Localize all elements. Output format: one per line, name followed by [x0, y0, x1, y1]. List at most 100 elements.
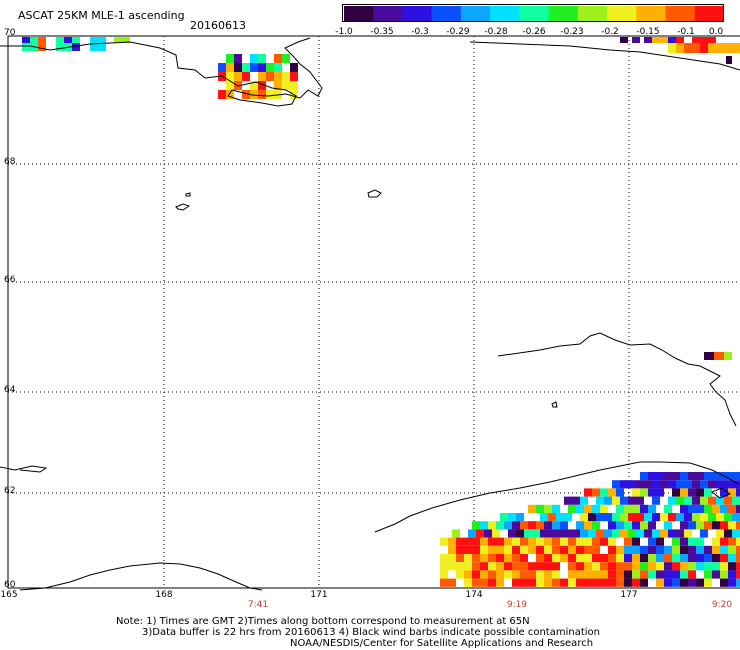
- data-cell: [234, 63, 242, 72]
- data-cell: [520, 554, 528, 563]
- data-cell: [584, 488, 592, 497]
- data-cell: [640, 488, 648, 497]
- data-cell: [480, 554, 488, 563]
- data-cell: [716, 529, 724, 538]
- data-cell: [600, 488, 608, 497]
- data-cell: [680, 537, 688, 546]
- footnote-line: 3)Data buffer is 22 hrs from 20160613 4)…: [142, 627, 600, 638]
- data-cell: [464, 554, 472, 563]
- data-cell: [716, 43, 724, 53]
- data-cell: [496, 521, 504, 530]
- data-cell: [520, 545, 528, 554]
- data-cell: [696, 488, 704, 497]
- data-cell: [90, 43, 98, 51]
- data-cell: [704, 488, 712, 497]
- data-cell: [616, 504, 624, 513]
- data-cell: [688, 578, 696, 587]
- data-cell: [672, 537, 680, 546]
- data-cell: [234, 54, 242, 63]
- data-cell: [668, 480, 676, 489]
- data-cell: [632, 578, 640, 587]
- data-cell: [448, 562, 456, 571]
- data-cell: [72, 43, 80, 51]
- data-cell: [560, 537, 568, 546]
- data-cell: [512, 537, 520, 546]
- data-cell: [580, 496, 588, 505]
- data-cell: [724, 43, 732, 53]
- data-cell: [648, 504, 656, 513]
- data-cell: [556, 513, 564, 522]
- data-cell: [636, 480, 644, 489]
- data-cell: [584, 521, 592, 530]
- data-cell: [488, 578, 496, 587]
- data-cell: [724, 480, 732, 489]
- data-cell: [616, 488, 624, 497]
- data-cell: [664, 545, 672, 554]
- data-cell: [688, 562, 696, 571]
- data-cell: [584, 504, 592, 513]
- data-cell: [640, 472, 648, 481]
- data-cell: [556, 529, 564, 538]
- colorbar-swatch: [607, 6, 637, 21]
- data-cell: [600, 570, 608, 579]
- data-cell: [544, 578, 552, 587]
- data-cell: [716, 480, 724, 489]
- data-cell: [680, 570, 688, 579]
- data-cell: [608, 562, 616, 571]
- data-cell: [660, 529, 668, 538]
- data-cell: [536, 545, 544, 554]
- data-cell: [644, 480, 652, 489]
- map-title: ASCAT 25KM MLE-1 ascending: [18, 9, 185, 22]
- data-cell: [576, 570, 584, 579]
- data-cell: [736, 554, 740, 563]
- data-cell: [680, 504, 688, 513]
- data-cell: [568, 562, 576, 571]
- data-cell: [684, 529, 692, 538]
- data-cell: [472, 578, 480, 587]
- data-cell: [600, 562, 608, 571]
- colorbar-swatch: [431, 6, 462, 21]
- data-cell: [632, 504, 640, 513]
- lat-label: 60: [4, 580, 16, 590]
- colorbar-tick: -0.28: [484, 27, 508, 37]
- data-cell: [684, 43, 692, 53]
- data-cell: [258, 54, 266, 63]
- data-cell: [732, 513, 740, 522]
- data-cell: [480, 537, 488, 546]
- data-cell: [512, 521, 520, 530]
- data-cell: [708, 43, 716, 53]
- data-cell: [668, 37, 676, 43]
- data-cell: [560, 521, 568, 530]
- data-cell: [664, 570, 672, 579]
- data-cell: [620, 496, 628, 505]
- data-cell: [472, 570, 480, 579]
- data-cell: [592, 521, 600, 530]
- data-cell: [704, 472, 712, 481]
- data-cell: [688, 554, 696, 563]
- data-cell: [472, 554, 480, 563]
- data-cell: [512, 570, 520, 579]
- data-cell: [290, 63, 298, 72]
- data-cell: [504, 537, 512, 546]
- data-cell: [648, 537, 656, 546]
- data-cell: [636, 529, 644, 538]
- data-cell: [282, 81, 290, 90]
- data-cell: [648, 554, 656, 563]
- data-cell: [692, 480, 700, 489]
- lon-label: 168: [155, 590, 173, 600]
- data-cell: [516, 513, 524, 522]
- data-cell: [684, 496, 692, 505]
- data-cell: [656, 554, 664, 563]
- data-cell: [512, 554, 520, 563]
- data-cell: [464, 562, 472, 571]
- data-cell: [696, 521, 704, 530]
- data-cell: [724, 352, 732, 360]
- data-cell: [242, 63, 250, 72]
- data-cell: [632, 537, 640, 546]
- data-cell: [708, 480, 716, 489]
- data-cell: [472, 562, 480, 571]
- data-cell: [656, 488, 664, 497]
- map-frame: [7, 35, 740, 589]
- data-cell: [680, 578, 688, 587]
